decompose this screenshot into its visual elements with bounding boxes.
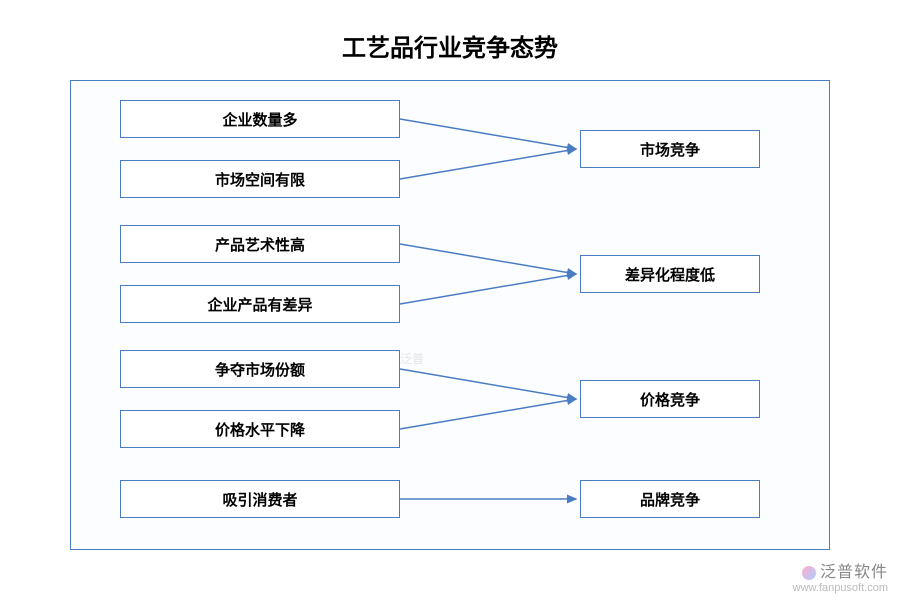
logo-icon (802, 566, 816, 580)
footer-logo: 泛普软件 www.fanpusoft.com (793, 558, 888, 594)
right-box-3: 品牌竞争 (580, 480, 760, 518)
left-box-1-0: 产品艺术性高 (120, 225, 400, 263)
left-box-1-1: 企业产品有差异 (120, 285, 400, 323)
left-box-3-0: 吸引消费者 (120, 480, 400, 518)
right-box-0: 市场竞争 (580, 130, 760, 168)
footer-url: www.fanpusoft.com (793, 582, 888, 594)
left-box-0-1: 市场空间有限 (120, 160, 400, 198)
footer-brand: 泛普软件 (820, 564, 888, 581)
right-box-2: 价格竞争 (580, 380, 760, 418)
left-box-2-0: 争夺市场份额 (120, 350, 400, 388)
page-title: 工艺品行业竞争态势 (0, 0, 900, 79)
left-box-2-1: 价格水平下降 (120, 410, 400, 448)
left-box-0-0: 企业数量多 (120, 100, 400, 138)
right-box-1: 差异化程度低 (580, 255, 760, 293)
watermark-center: 泛普 (400, 350, 424, 367)
